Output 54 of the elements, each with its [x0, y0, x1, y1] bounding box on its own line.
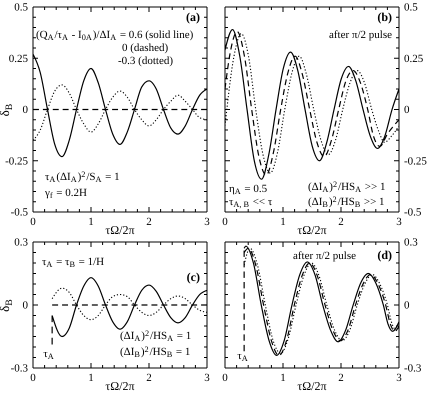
- annotation: γ$_{f}$ = 0.2H: [44, 187, 87, 200]
- y2-tick-label: 0.3: [404, 236, 418, 249]
- y2-tick-label: 0.25: [404, 52, 424, 65]
- y-tick-label: 0: [22, 104, 28, 116]
- y-tick-label: 0.25: [8, 52, 28, 65]
- annotation: (b): [377, 10, 392, 24]
- x-tick-label: 2: [338, 372, 344, 384]
- x-tick-label: 3: [396, 372, 402, 384]
- x-tick-label: 2: [146, 216, 152, 228]
- annotation: (c): [186, 270, 200, 284]
- x-tick-label: 1: [88, 372, 94, 384]
- annotation: (ΔI$_{B}$)$^{2}$/HS$_{B}$ = 1: [120, 344, 190, 359]
- y2-tick-label: -0.5: [404, 206, 422, 219]
- x-tick-label: 3: [204, 216, 210, 228]
- annotation: τ$_{A, B}$ << τ: [229, 196, 273, 209]
- annotation: after π/2 pulse: [293, 250, 356, 262]
- x-tick-label: 1: [280, 216, 286, 228]
- text: τ$_{A}$(ΔI$_{A}$)$^{2}$/S$_{A}$ = 1: [45, 170, 120, 184]
- annotation: after π/2 pulse: [329, 29, 392, 41]
- x-axis-title: τΩ/2π: [105, 379, 135, 393]
- annotation: (ΔI$_{A}$)$^{2}$/HS$_{A}$ = 1: [120, 328, 192, 343]
- y-tick-label: 0.3: [14, 236, 28, 249]
- y2-tick-label: 0: [404, 300, 410, 312]
- annotation: τ$_{A}$: [43, 348, 54, 361]
- x-axis-title: τΩ/2π: [297, 223, 327, 237]
- text: (Q$_{A}$/τ$_{A}$ - I$_{0A}$)/ΔI$_{A}$ = 0.6 (solid line): [36, 29, 194, 42]
- annotation: (d): [377, 248, 392, 262]
- annotation: (ΔI$_{A}$)$^{2}$/HS$_{A}$ >> 1: [308, 180, 386, 194]
- x-tick-label: 0: [222, 372, 228, 384]
- y-tick-label: -0.5: [10, 206, 28, 219]
- x-axis-title: τΩ/2π: [105, 223, 135, 237]
- y-tick-label: 0: [22, 300, 28, 312]
- y-tick-label: -0.25: [5, 155, 28, 168]
- x-tick-label: 1: [280, 372, 286, 384]
- x-axis-title: τΩ/2π: [297, 379, 327, 393]
- annotation: τ$_{A}$ = τ$_{B}$ = 1/H: [42, 256, 104, 269]
- x-tick-label: 3: [204, 372, 210, 384]
- y2-tick-label: 0.5: [404, 2, 418, 14]
- x-tick-label: 2: [146, 372, 152, 384]
- annotation: (a): [186, 10, 200, 24]
- x-tick-label: 3: [396, 216, 402, 228]
- y2-tick-label: -0.25: [404, 155, 428, 168]
- y-tick-label: -0.3: [10, 362, 28, 375]
- annotation: τ$_{A}$: [237, 350, 248, 363]
- y2-tick-label: 0: [404, 104, 410, 116]
- x-tick-label: 0: [222, 216, 228, 228]
- annotation: 0 (dashed): [122, 42, 168, 54]
- annotation: -0.3 (dotted): [118, 55, 174, 67]
- x-tick-label: 2: [338, 216, 344, 228]
- annotation: η$_{A}$ = 0.5: [229, 183, 268, 196]
- y-tick-label: 0.5: [14, 2, 28, 14]
- x-tick-label: 1: [88, 216, 94, 228]
- annotation: (ΔI$_{B}$)$^{2}$/HS$_{B}$ >> 1: [308, 194, 385, 209]
- y2-tick-label: -0.3: [404, 362, 422, 375]
